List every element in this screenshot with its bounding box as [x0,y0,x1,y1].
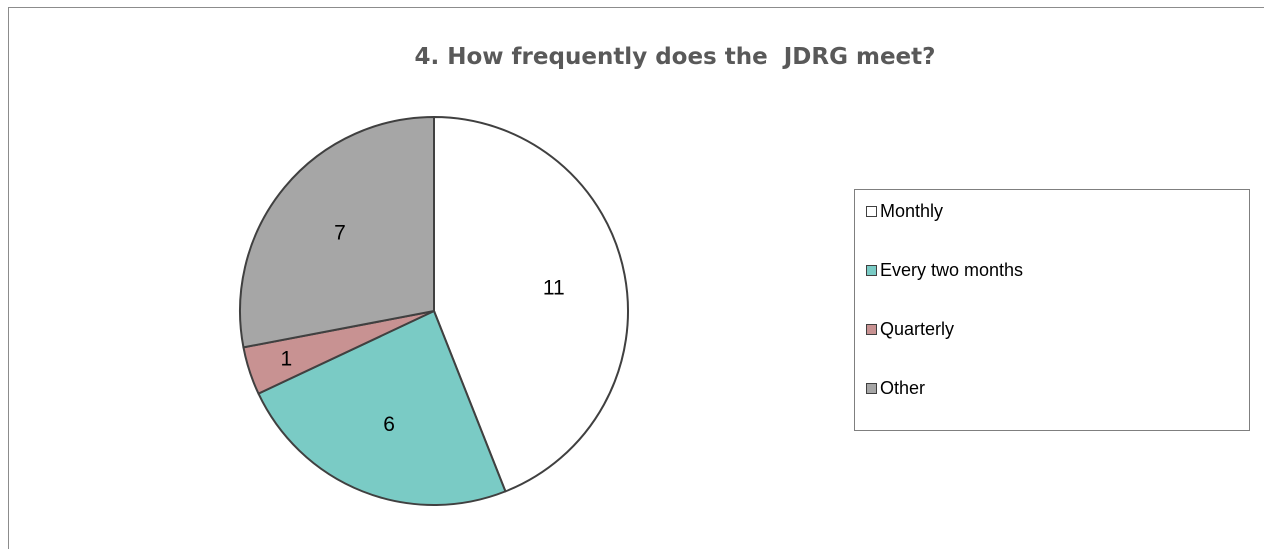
pie-slice-every-two-months [257,310,507,506]
legend-label-other: Other [880,377,926,398]
legend-swatch-every-two-months [866,264,877,276]
legend-item-every-two-months: Every two months [866,259,1023,281]
legend-item-other: Other [866,377,925,399]
slice-label-quarterly: 1 [281,347,293,370]
chart-frame [8,7,1264,549]
legend-swatch-quarterly [866,323,877,335]
slice-label-monthly: 11 [543,277,565,300]
legend-label-monthly: Monthly [880,200,944,221]
pie-slice-other [239,116,435,349]
legend-swatch-other [866,382,877,394]
legend-item-monthly: Monthly [866,200,943,222]
slice-label-every-two-months: 6 [383,413,395,436]
legend-swatch-monthly [866,205,877,217]
legend-label-every-two-months: Every two months [880,259,1024,280]
pie-slice-monthly [433,116,629,493]
chart-title: 4. How frequently does the JDRG meet? [414,44,936,70]
slice-label-other: 7 [334,222,346,245]
legend-item-quarterly: Quarterly [866,318,954,340]
chart-legend: Monthly Every two months Quarterly Other [854,189,1250,431]
legend-label-quarterly: Quarterly [880,318,955,339]
